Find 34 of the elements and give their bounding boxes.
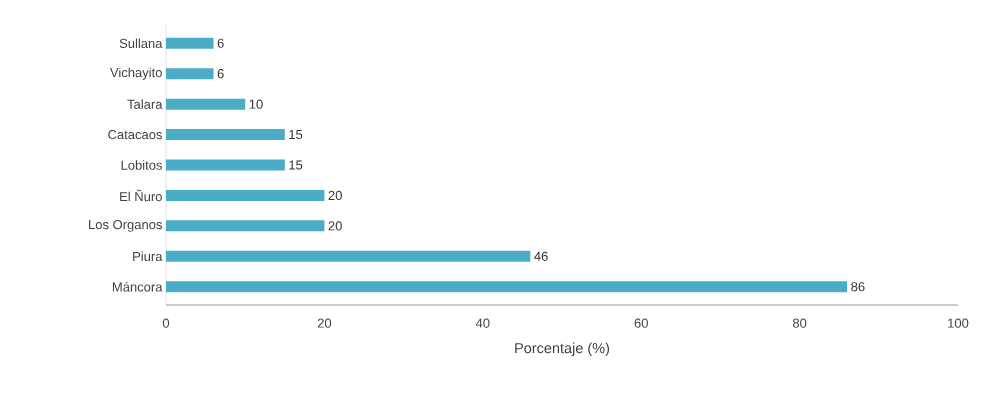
- data-label: 6: [217, 69, 224, 79]
- bar: [166, 37, 214, 49]
- data-label: 6: [217, 38, 224, 48]
- bar: [166, 281, 848, 293]
- bar: [166, 220, 325, 232]
- data-label: 15: [289, 160, 303, 170]
- y-tick-label: Piura: [133, 251, 163, 262]
- x-tick-label: 80: [792, 318, 807, 328]
- bar: [166, 189, 325, 201]
- bar: [166, 129, 285, 141]
- bar: [166, 68, 214, 80]
- data-label: 86: [851, 282, 865, 292]
- y-tick-label: Vichayito: [110, 67, 162, 80]
- data-label: 20: [328, 221, 342, 231]
- bar: [166, 250, 531, 262]
- bar: [166, 159, 285, 171]
- data-label: 46: [534, 251, 548, 261]
- x-tick-label: 0: [162, 318, 170, 328]
- data-label: 20: [328, 190, 342, 201]
- y-tick-label: Los Organos: [89, 219, 162, 232]
- bar: [166, 98, 246, 110]
- x-tick-label: 100: [948, 318, 969, 328]
- y-tick-label: Catacaos: [108, 129, 162, 140]
- y-tick-label: Lobitos: [121, 160, 162, 170]
- x-axis-title: Porcentaje (%): [515, 342, 610, 357]
- data-label: 15: [289, 130, 303, 140]
- x-tick-label: 20: [317, 318, 332, 328]
- y-tick-label: Sullana: [119, 38, 163, 49]
- y-tick-label: Máncora: [112, 281, 163, 292]
- y-tick-label: Talara: [127, 99, 163, 109]
- data-label: 10: [249, 99, 263, 109]
- x-tick-label: 40: [475, 318, 490, 328]
- y-tick-label: El Ñuro: [120, 189, 162, 202]
- x-tick-label: 60: [634, 318, 648, 328]
